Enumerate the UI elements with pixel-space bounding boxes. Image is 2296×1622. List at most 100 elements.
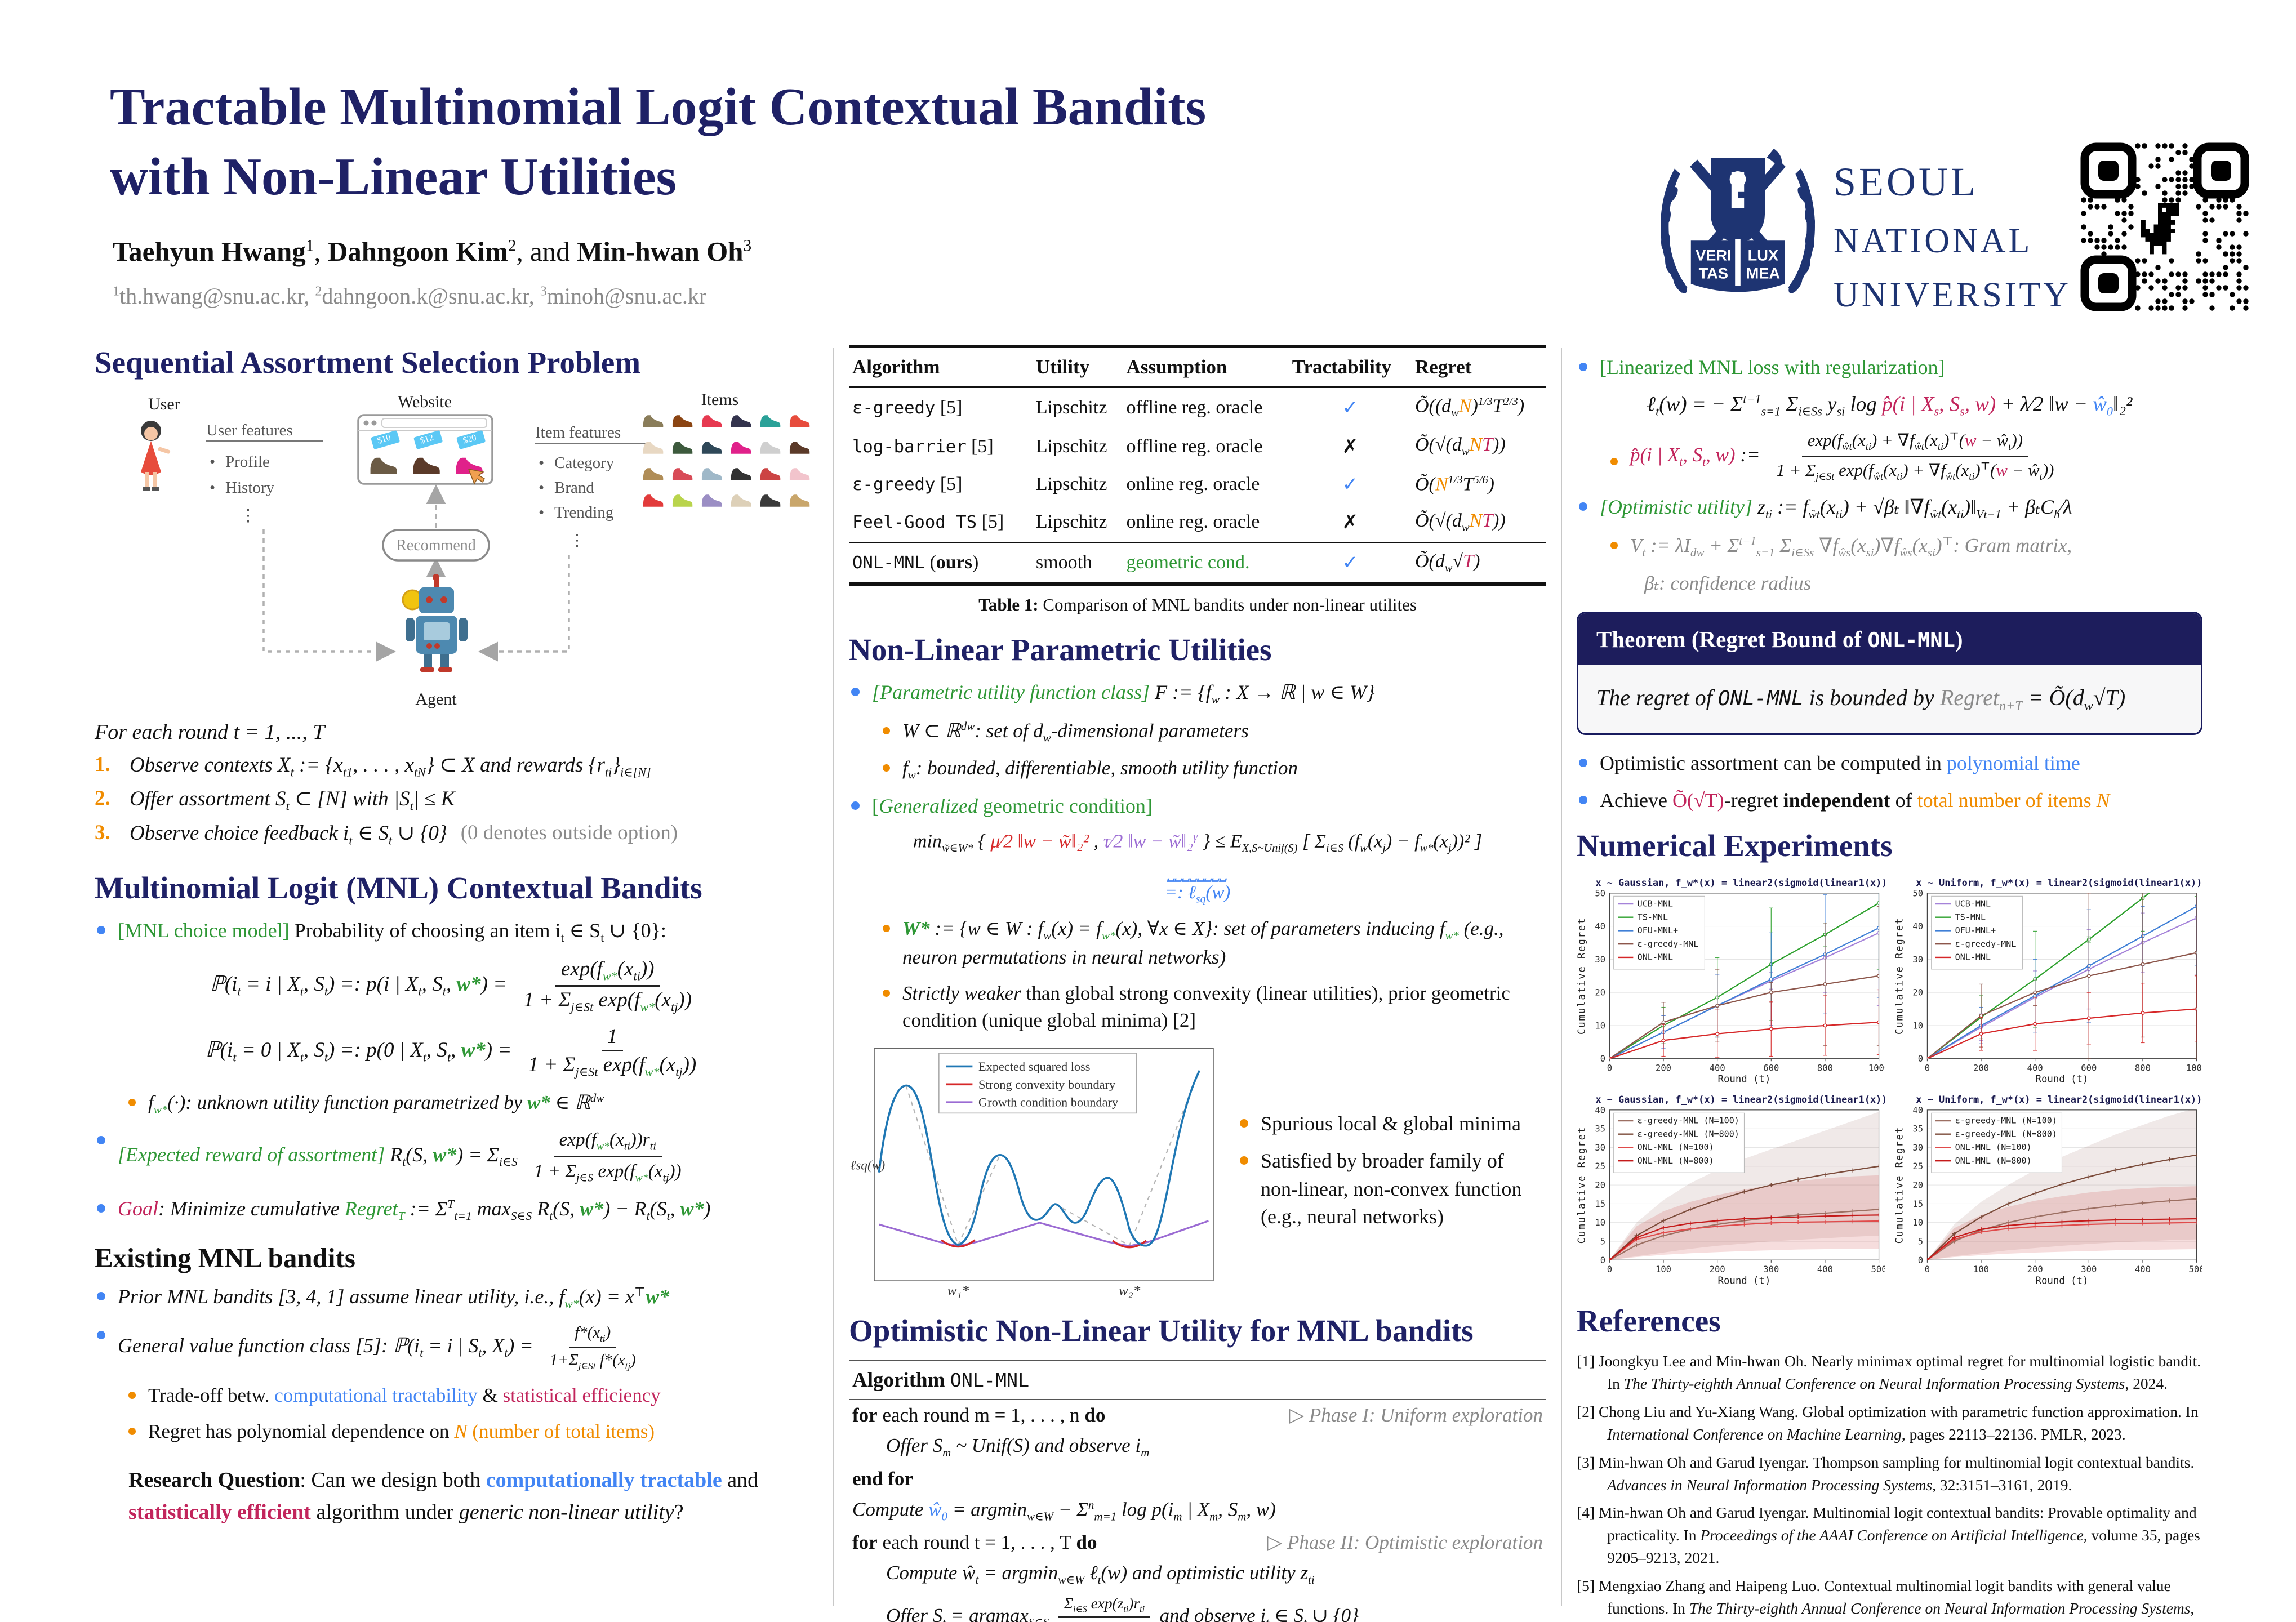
svg-text:600: 600 bbox=[1763, 1063, 1779, 1073]
research-question: Research Question: Can we design both co… bbox=[128, 1468, 759, 1525]
shoe-item-icon bbox=[643, 442, 664, 454]
col-header-tractability: Tractability bbox=[1288, 346, 1412, 388]
geometric-condition-bullet: [Generalized geometric condition] bbox=[849, 792, 1546, 821]
linearized-loss-bullet: [Linearized MNL loss with regularization… bbox=[1577, 354, 2202, 382]
svg-text:25: 25 bbox=[1595, 1162, 1605, 1172]
legend-label: ONL-MNL (N=800) bbox=[1638, 1156, 1714, 1166]
shoe-item-icon bbox=[701, 415, 722, 427]
shoe-item-icon bbox=[643, 415, 664, 427]
university-name: SEOUL NATIONAL UNIVERSITY bbox=[1834, 151, 2071, 322]
website-item-3[interactable]: $20 bbox=[456, 430, 486, 485]
shoe-item-icon bbox=[731, 442, 751, 454]
item-feature-bullet: • bbox=[539, 454, 544, 472]
plot-legend: Expected squared loss Strong convexity b… bbox=[938, 1052, 1137, 1113]
legend-label: ε-greedy-MNL bbox=[1638, 939, 1699, 949]
svg-text:15: 15 bbox=[1595, 1199, 1605, 1209]
loss-landscape-figure-row: Expected squared loss Strong convexity b… bbox=[849, 1044, 1546, 1298]
shoe-item-icon bbox=[672, 494, 693, 507]
legend-label: TS-MNL bbox=[1638, 912, 1668, 923]
svg-text:0: 0 bbox=[1924, 1265, 1929, 1275]
legend-label: ε-greedy-MNL (N=100) bbox=[1638, 1116, 1739, 1126]
series-line-ONL-MNL bbox=[1926, 1008, 2197, 1059]
reference-item: [2] Chong Liu and Yu-Xiang Wang. Global … bbox=[1577, 1402, 2199, 1443]
tractability-mark: ✓ bbox=[1342, 552, 1359, 574]
svg-text:0: 0 bbox=[1917, 1054, 1923, 1064]
price-tag: $12 bbox=[419, 433, 435, 446]
website-item-2[interactable]: $12 bbox=[413, 430, 443, 474]
svg-text:100: 100 bbox=[1973, 1265, 1989, 1275]
svg-text:200: 200 bbox=[1973, 1063, 1989, 1073]
shoe-item-icon bbox=[731, 468, 751, 480]
legend-label: OFU-MNL+ bbox=[1955, 925, 1995, 935]
shoe-item-icon bbox=[701, 442, 722, 454]
user-feature-profile-label: Profile bbox=[225, 453, 270, 471]
svg-text:0: 0 bbox=[1600, 1054, 1605, 1064]
bullet-dot-icon bbox=[97, 1292, 105, 1301]
svg-text:30: 30 bbox=[1595, 955, 1605, 965]
theorem-box: Theorem (Regret Bound of ONL-MNL) The re… bbox=[1577, 611, 2202, 735]
wstar-set-bullet: W* := {w ∈ W : fw(x) = fw*(x), ∀x ∈ X}: … bbox=[880, 915, 1546, 971]
legend-label: ε-greedy-MNL (N=800) bbox=[1955, 1129, 2057, 1139]
polynomial-time-bullet: Optimistic assortment can be computed in… bbox=[1577, 750, 2202, 778]
authors: Taehyun Hwang1, Dahngoon Kim2, and Min-h… bbox=[113, 236, 752, 267]
section-heading-optimistic: Optimistic Non-Linear Utility for MNL ba… bbox=[849, 1313, 1474, 1348]
round-step-3: 3. Observe choice feedback it ∈ St ∪ {0}(… bbox=[95, 821, 678, 848]
svg-text:20: 20 bbox=[1912, 1180, 1923, 1191]
bullet-dot-icon bbox=[128, 1099, 136, 1107]
regret-chart-uniform-items: 05101520253035400100200300400500ε-greedy… bbox=[1894, 1091, 2208, 1290]
user-features-ellipsis: ⋮ bbox=[240, 507, 256, 525]
section-heading-experiments: Numerical Experiments bbox=[1577, 828, 1893, 863]
chart-xlabel: Round (t) bbox=[1718, 1074, 1771, 1085]
svg-text:35: 35 bbox=[1595, 1124, 1605, 1134]
experiment-charts: 0102030405002004006008001000UCB-MNLTS-MN… bbox=[1577, 875, 2208, 1290]
chart-title: x ~ Uniform, f_w*(x) = linear2(sigmoid(l… bbox=[1916, 877, 2202, 888]
column-divider bbox=[833, 348, 834, 1606]
browser-address-bar[interactable] bbox=[381, 418, 487, 428]
recommend-button[interactable]: Recommend bbox=[382, 529, 490, 562]
column-divider bbox=[1561, 348, 1562, 1606]
bullet-dot-icon bbox=[1579, 795, 1587, 804]
table-header-row: Algorithm Utility Assumption Tractabilit… bbox=[849, 346, 1546, 388]
chart-xlabel: Round (t) bbox=[1718, 1276, 1771, 1287]
series-line-OFU-MNL+ bbox=[1609, 927, 1879, 1059]
regret-chart-gaussian-items: 05101520253035400100200300400500ε-greedy… bbox=[1577, 1091, 1893, 1290]
references-list: [1] Joongkyu Lee and Min-hwan Oh. Nearly… bbox=[1577, 1350, 2202, 1622]
shoe-item-icon bbox=[789, 442, 810, 454]
svg-text:200: 200 bbox=[1710, 1265, 1725, 1275]
series-line-ε-greedy-MNL bbox=[1609, 975, 1879, 1059]
column-middle: Algorithm Utility Assumption Tractabilit… bbox=[849, 345, 1546, 1622]
user-feature-profile: • bbox=[210, 453, 215, 471]
step-number: 1. bbox=[95, 753, 110, 776]
algo-line: Compute ŵt = argminw∈W ℓt(w) and optimis… bbox=[886, 1562, 1315, 1587]
bullet-dot-icon bbox=[1579, 758, 1587, 767]
bullet-dot-icon bbox=[128, 1427, 136, 1435]
general-value-bullet: General value function class [5]: ℙ(it =… bbox=[95, 1322, 818, 1373]
svg-text:30: 30 bbox=[1912, 955, 1923, 965]
svg-text:50: 50 bbox=[1912, 889, 1923, 899]
chart-ylabel: Cumulative Regret bbox=[1894, 1126, 1906, 1244]
bullet-dot-icon bbox=[1579, 363, 1587, 371]
svg-text:100: 100 bbox=[1656, 1265, 1671, 1275]
bullet-dot-icon bbox=[97, 926, 105, 935]
legend-label: ε-greedy-MNL (N=800) bbox=[1638, 1129, 1739, 1139]
website-item-1[interactable]: $10 bbox=[370, 430, 401, 474]
legend-label: ONL-MNL (N=100) bbox=[1638, 1142, 1714, 1152]
strong-convexity-boundary-line bbox=[941, 1239, 976, 1247]
step-number: 3. bbox=[95, 821, 110, 844]
strictly-weaker-bullet: Strictly weaker than global strong conve… bbox=[880, 980, 1546, 1035]
bullet-dot-icon bbox=[883, 990, 890, 997]
author-emails: 1th.hwang@snu.ac.kr, 2dahngoon.k@snu.ac.… bbox=[113, 283, 707, 309]
table-row: Feel-Good TS [5] Lipschitz online reg. or… bbox=[852, 510, 1506, 534]
svg-text:400: 400 bbox=[1710, 1063, 1725, 1073]
svg-text:35: 35 bbox=[1912, 1124, 1923, 1134]
table-caption: Table 1: Comparison of MNL bandits under… bbox=[978, 594, 1417, 614]
bullet-dot-icon bbox=[1240, 1119, 1248, 1128]
svg-text:20: 20 bbox=[1595, 988, 1605, 998]
shoe-item-icon bbox=[731, 415, 751, 427]
svg-text:300: 300 bbox=[2081, 1265, 2097, 1275]
item-feature-bullet: • bbox=[539, 503, 544, 522]
qr-code bbox=[2080, 142, 2249, 311]
figure-side-bullets: Spurious local & global minima Satisfied… bbox=[1238, 1101, 1530, 1240]
section-heading-references: References bbox=[1577, 1304, 1721, 1339]
emblem-graphic bbox=[1661, 149, 1815, 293]
